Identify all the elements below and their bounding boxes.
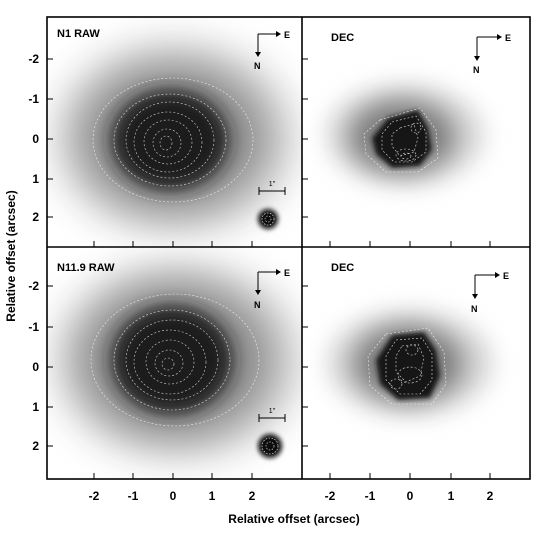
y-ticks-bottom: -2 -1 0 1 2: [28, 279, 39, 453]
x-ticks-left: -2 -1 0 1 2: [89, 489, 256, 503]
compass-n119-dec: E N: [471, 271, 509, 314]
scalebar-n1-raw: 1": [258, 181, 286, 195]
x-tick-label: 0: [407, 489, 414, 503]
east-label: E: [505, 33, 511, 43]
north-label: N: [254, 300, 261, 310]
east-arrowhead: [495, 272, 500, 278]
psf-contours: [261, 212, 275, 226]
core: [376, 332, 440, 400]
y-tick-label: 2: [32, 210, 39, 224]
y-tick-label: 0: [32, 360, 39, 374]
north-label: N: [254, 61, 261, 71]
contours: [363, 107, 439, 173]
x-tick-label: 0: [170, 489, 177, 503]
east-label: E: [284, 268, 290, 278]
x-tick-label: -1: [365, 489, 376, 503]
psf-star: [258, 209, 278, 229]
x-tick-label: -2: [325, 489, 336, 503]
north-label: N: [473, 65, 480, 75]
y-tick-label: 1: [32, 172, 39, 186]
x-tick-label: 1: [209, 489, 216, 503]
core: [372, 110, 432, 168]
panel-n119-raw: [53, 260, 302, 460]
north-label: N: [471, 304, 478, 314]
y-axis-title: Relative offset (arcsec): [4, 190, 18, 321]
east-arrowhead: [497, 34, 502, 40]
east-label: E: [503, 271, 509, 281]
panel-n1-dec: [327, 85, 483, 185]
x-ticks-right: -2 -1 0 1 2: [325, 489, 494, 503]
x-tick-label: -1: [128, 489, 139, 503]
y-tick-label: -2: [28, 279, 39, 293]
north-arrowhead: [255, 290, 261, 295]
y-tick-label: -1: [28, 92, 39, 106]
north-arrowhead: [472, 294, 478, 299]
core: [112, 306, 232, 414]
core: [112, 90, 228, 190]
compass-n1-raw: E N: [254, 30, 290, 71]
scalebar-n119-raw: 1": [258, 408, 286, 422]
x-tick-label: 2: [487, 489, 494, 503]
y-tick-label: 1: [32, 400, 39, 414]
panel-label-n119-dec: DEC: [331, 262, 354, 274]
panel-n119-dec: [328, 311, 492, 415]
psf-contours: [261, 437, 279, 455]
contours: [367, 327, 447, 405]
x-axis-title: Relative offset (arcsec): [228, 512, 359, 526]
east-arrowhead: [276, 269, 281, 275]
north-arrowhead: [474, 56, 480, 61]
y-ticks-top: -2 -1 0 1 2: [28, 52, 39, 224]
north-arrowhead: [255, 52, 261, 57]
psf-star: [258, 434, 282, 458]
compass-n1-dec: E N: [473, 33, 511, 75]
x-tick-label: -2: [89, 489, 100, 503]
panel-label-n1-raw: N1 RAW: [57, 28, 100, 40]
scalebar-label: 1": [269, 181, 276, 188]
panel-n1-raw: [53, 40, 297, 236]
east-arrowhead: [276, 31, 281, 37]
compass-n119-raw: E N: [254, 268, 290, 310]
scalebar-label: 1": [269, 408, 276, 415]
x-tick-label: 1: [448, 489, 455, 503]
contours: [90, 293, 260, 427]
tick-marks: [47, 58, 491, 479]
y-tick-label: -1: [28, 320, 39, 334]
panel-label-n1-dec: DEC: [331, 32, 354, 44]
x-tick-label: 2: [249, 489, 256, 503]
y-tick-label: 0: [32, 132, 39, 146]
east-label: E: [284, 30, 290, 40]
y-tick-label: 2: [32, 439, 39, 453]
contours: [92, 77, 254, 203]
panel-label-n119-raw: N11.9 RAW: [57, 262, 115, 274]
y-tick-label: -2: [28, 52, 39, 66]
plot-frame: [46, 16, 531, 480]
